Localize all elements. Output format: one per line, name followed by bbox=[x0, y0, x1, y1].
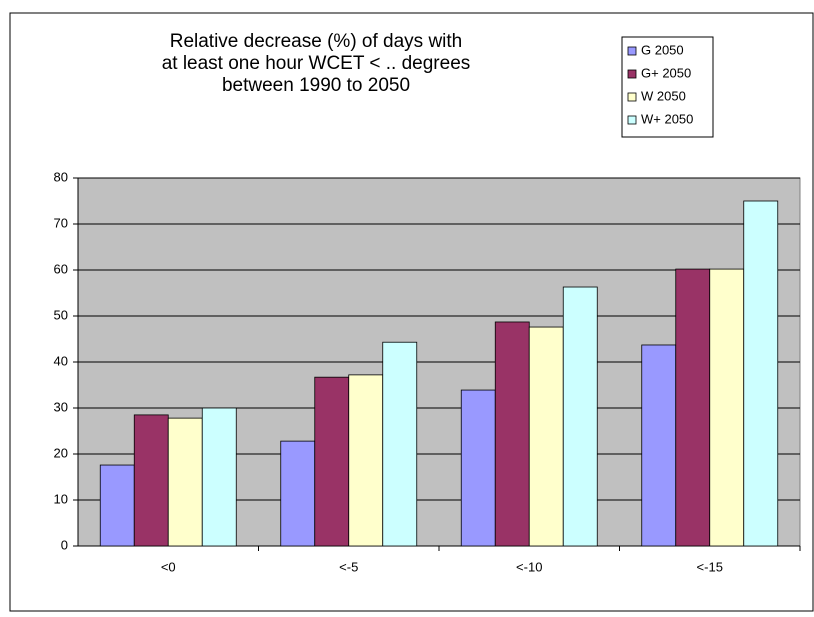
legend-swatch bbox=[627, 92, 637, 102]
legend-label: W 2050 bbox=[641, 88, 686, 103]
y-tick-label: 40 bbox=[54, 353, 68, 368]
legend-box bbox=[621, 36, 714, 138]
y-tick-label: 10 bbox=[54, 491, 68, 506]
chart-title: Relative decrease (%) of days with bbox=[170, 31, 463, 52]
legend-label: W+ 2050 bbox=[641, 111, 693, 126]
legend-label: G 2050 bbox=[641, 42, 684, 57]
y-tick-label: 50 bbox=[54, 307, 68, 322]
y-tick-label: 20 bbox=[54, 445, 68, 460]
bar bbox=[562, 286, 598, 547]
chart-title: at least one hour WCET < .. degrees bbox=[162, 53, 471, 74]
y-tick-label: 30 bbox=[54, 399, 68, 414]
x-tick-label: <-10 bbox=[516, 559, 542, 574]
bar bbox=[675, 268, 711, 547]
bar bbox=[314, 376, 350, 547]
bar bbox=[460, 389, 496, 547]
x-tick-label: <0 bbox=[161, 559, 176, 574]
bar bbox=[348, 374, 384, 547]
legend-swatch bbox=[627, 46, 637, 56]
bar bbox=[201, 407, 237, 547]
bar bbox=[494, 321, 530, 547]
legend-swatch bbox=[627, 69, 637, 79]
bar bbox=[743, 200, 779, 547]
bar bbox=[167, 417, 203, 547]
y-tick-label: 60 bbox=[54, 261, 68, 276]
x-tick-label: <-15 bbox=[697, 559, 723, 574]
bar bbox=[709, 268, 745, 547]
bar bbox=[280, 440, 316, 547]
bar bbox=[382, 341, 418, 547]
y-tick-label: 80 bbox=[54, 169, 68, 184]
x-tick-label: <-5 bbox=[339, 559, 358, 574]
y-tick-label: 0 bbox=[61, 537, 68, 552]
chart-title: between 1990 to 2050 bbox=[222, 75, 410, 96]
bar bbox=[641, 344, 677, 547]
legend-swatch bbox=[627, 115, 637, 125]
bar bbox=[99, 464, 135, 547]
bar bbox=[133, 414, 169, 547]
y-tick-label: 70 bbox=[54, 215, 68, 230]
bar bbox=[528, 326, 564, 547]
legend-label: G+ 2050 bbox=[641, 65, 691, 80]
